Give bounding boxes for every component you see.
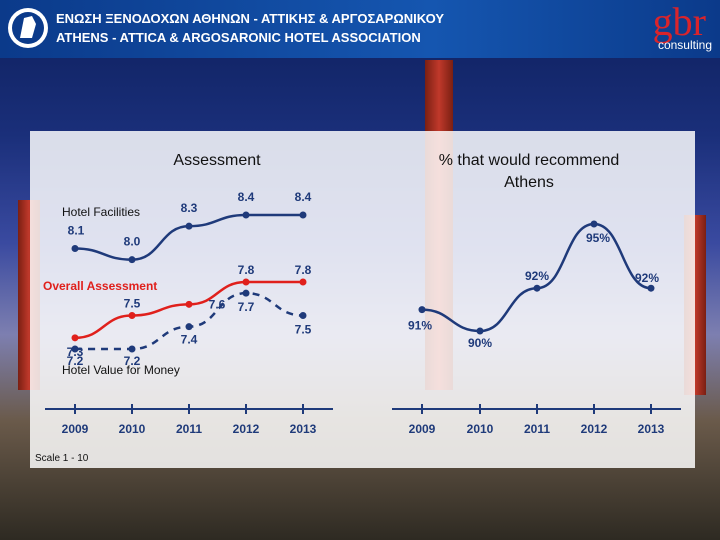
overall-assessment-point bbox=[128, 312, 136, 319]
hotel-value-point bbox=[185, 323, 193, 331]
hotel-facilities-data-label: 8.3 bbox=[181, 201, 198, 215]
hotel-facilities-point bbox=[299, 211, 307, 219]
recommend-point bbox=[476, 327, 484, 335]
hotel-value-point bbox=[128, 345, 136, 353]
brand-subtitle: consulting bbox=[657, 38, 712, 52]
assessment-tick-label: 2011 bbox=[176, 422, 202, 436]
overall-assessment-data-label: 7.8 bbox=[238, 263, 255, 277]
recommend-tick-label: 2013 bbox=[638, 422, 665, 436]
hotel-value-data-label: 7.4 bbox=[181, 333, 198, 347]
hotel-value-point bbox=[242, 289, 250, 297]
hotel-facilities-line bbox=[74, 213, 303, 261]
brand-name: gbr bbox=[652, 0, 706, 44]
recommend-tick-label: 2012 bbox=[581, 422, 608, 436]
assessment-tick-label: 2012 bbox=[233, 422, 260, 436]
recommend-tick-label: 2009 bbox=[409, 422, 436, 436]
overall-assessment-data-label: 7.5 bbox=[124, 297, 141, 311]
recommend-data-label: 92% bbox=[635, 271, 659, 285]
assessment-tick-label: 2013 bbox=[290, 422, 317, 436]
overall-assessment-data-label: 7.6 bbox=[209, 297, 226, 311]
hotel-value-data-label: 7.2 bbox=[124, 354, 141, 368]
overall-assessment-point bbox=[299, 278, 307, 286]
series-label-overall-assessment: Overall Assessment bbox=[43, 279, 157, 293]
hotel-value-point bbox=[71, 345, 79, 353]
hotel-value-data-label: 7.7 bbox=[238, 300, 255, 314]
series-label-hotel-facilities: Hotel Facilities bbox=[62, 205, 140, 219]
recommend-title: % that would recommend Athens bbox=[439, 152, 620, 191]
assessment-tick-label: 2010 bbox=[119, 422, 146, 436]
recommend-tick-label: 2010 bbox=[467, 422, 494, 436]
header-bar: ΕΝΩΣΗ ΞΕΝΟΔΟΧΩΝ ΑΘΗΝΩΝ - ΑΤΤΙΚΗΣ & ΑΡΓΟΣ… bbox=[0, 0, 720, 58]
recommend-tick-label: 2011 bbox=[524, 422, 550, 436]
overall-assessment-point bbox=[242, 278, 250, 286]
recommend-point bbox=[590, 220, 598, 228]
hotel-facilities-point bbox=[71, 245, 79, 252]
overall-assessment-point bbox=[71, 334, 79, 342]
hotel-facilities-point bbox=[128, 256, 136, 264]
recommend-point bbox=[418, 306, 426, 314]
recommend-data-label: 90% bbox=[468, 336, 492, 350]
recommend-point bbox=[647, 284, 655, 292]
overall-assessment-data-label: 7.8 bbox=[295, 263, 312, 277]
charts-svg: Assessment % that would recommend Athens … bbox=[35, 152, 681, 464]
hotel-value-point bbox=[299, 312, 307, 319]
hotel-value-data-label: 7.2 bbox=[67, 354, 84, 368]
recommend-data-label: 95% bbox=[586, 231, 610, 245]
charts-panel: Assessment % that would recommend Athens … bbox=[30, 131, 695, 468]
recommend-point bbox=[533, 284, 541, 292]
header-title-english: ATHENS - ATTICA & ARGOSARONIC HOTEL ASSO… bbox=[56, 30, 421, 45]
header-title-greek: ΕΝΩΣΗ ΞΕΝΟΔΟΧΩΝ ΑΘΗΝΩΝ - ΑΤΤΙΚΗΣ & ΑΡΓΟΣ… bbox=[56, 11, 444, 26]
hotel-facilities-data-label: 8.1 bbox=[68, 224, 85, 238]
hotel-facilities-data-label: 8.0 bbox=[124, 235, 141, 249]
association-logo-icon bbox=[8, 8, 48, 48]
hotel-facilities-data-label: 8.4 bbox=[295, 190, 312, 204]
assessment-tick-label: 2009 bbox=[62, 422, 89, 436]
hotel-facilities-point bbox=[185, 222, 193, 230]
gbr-consulting-logo: gbr consulting bbox=[624, 0, 714, 54]
scale-note: Scale 1 - 10 bbox=[35, 453, 89, 464]
assessment-title: Assessment bbox=[173, 152, 261, 169]
recommend-line bbox=[421, 222, 652, 333]
recommend-plot: 2009 2010 2011 2012 2013 91% 90% 92% 95% 92% bbox=[392, 220, 681, 436]
recommend-data-label: 91% bbox=[408, 319, 432, 333]
overall-assessment-point bbox=[185, 300, 193, 308]
series-label-hotel-value: Hotel Value for Money bbox=[62, 363, 180, 377]
hotel-value-data-label: 7.5 bbox=[295, 323, 312, 337]
hotel-facilities-point bbox=[242, 211, 250, 219]
recommend-data-label: 92% bbox=[525, 269, 549, 283]
hotel-facilities-data-label: 8.4 bbox=[238, 190, 255, 204]
assessment-plot: 200920102011201220138.18.08.38.48.47.37.… bbox=[45, 190, 333, 436]
